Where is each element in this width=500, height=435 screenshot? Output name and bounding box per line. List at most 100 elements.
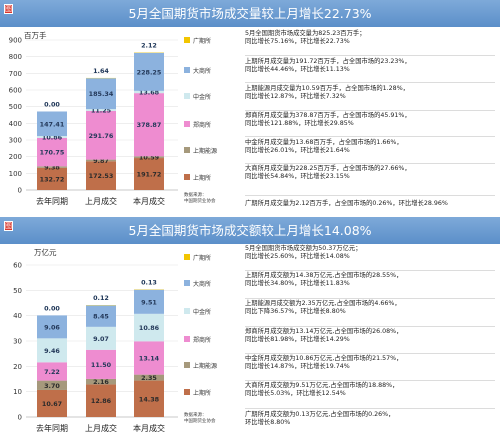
volume-source: 数据来源： 中国期货业协会 bbox=[184, 193, 216, 204]
turnover-desc-czce: 郑商所月成交额为13.14万亿元,占全国市场的26.08%， 同比增长81.98… bbox=[245, 328, 403, 343]
data-label: 10.86 bbox=[42, 133, 63, 141]
bar-segment bbox=[86, 110, 116, 160]
volume-title-bar: 图 5月全国期货市场成交量较上月增长22.73% bbox=[0, 0, 500, 27]
data-label: 9.51 bbox=[141, 298, 157, 306]
turnover-title: 5月全国期货市场成交额较上月增长14.08% bbox=[128, 223, 372, 238]
bar-segment bbox=[37, 380, 67, 390]
bar-segment bbox=[134, 341, 164, 375]
data-label: 0.13 bbox=[141, 278, 157, 286]
data-label: 132.72 bbox=[40, 175, 65, 183]
data-label: 12.86 bbox=[91, 397, 112, 405]
volume-unit-label: 百万手 bbox=[24, 31, 47, 40]
turnover-desc-total: 5月全国期货市场成交额为50.37万亿元； 同比增长25.60%，环比增长14.… bbox=[245, 245, 362, 260]
divider bbox=[245, 55, 495, 56]
bar-segment bbox=[134, 93, 164, 157]
bar-segment bbox=[134, 289, 164, 314]
bar-segment bbox=[86, 78, 116, 110]
data-label: 2.12 bbox=[141, 41, 157, 49]
y-tick-label: 30 bbox=[13, 338, 22, 346]
bar-segment bbox=[37, 167, 67, 190]
legend-item-cffex: 中金所 bbox=[184, 305, 211, 317]
divider bbox=[245, 298, 495, 299]
turnover-legend: 广期所 大商所 中金所 郑商所 上期能源 上期所 bbox=[184, 245, 246, 415]
y-tick-label: 600 bbox=[9, 87, 22, 95]
bar-segment bbox=[37, 136, 67, 138]
x-tick-label: 本月成交 bbox=[133, 423, 165, 433]
turnover-descriptions: 5月全国期货市场成交额为50.37万亿元； 同比增长25.60%，环比增长14.… bbox=[245, 245, 497, 433]
y-tick-label: 200 bbox=[9, 153, 22, 161]
divider bbox=[245, 353, 495, 354]
volume-desc-gfex: 广期所月成交量为2.12百万手，占全国市场的0.26%，环比增长28.96% bbox=[245, 200, 448, 207]
bar-segment bbox=[134, 313, 164, 342]
turnover-chart: 0 10 20 30 40 50 60 去年同期 上月成交 本月成交 10.67 3.70 7.22 9.… bbox=[13, 262, 178, 433]
bar-segment bbox=[37, 166, 67, 168]
turnover-unit-label: 万亿元 bbox=[34, 248, 57, 257]
data-label: 8.45 bbox=[93, 313, 109, 321]
y-tick-label: 50 bbox=[13, 287, 22, 295]
bar-segment bbox=[37, 315, 67, 339]
data-label: 9.07 bbox=[93, 335, 109, 343]
turnover-desc-dce: 大商所月成交额为9.51万亿元,占全国市场的18.88%， 同比增长5.03%，… bbox=[245, 382, 399, 397]
y-tick-label: 40 bbox=[13, 312, 22, 320]
volume-desc-shfe: 上期所月成交量为191.72百万手，占全国市场的23.23%， 同比增长44.4… bbox=[245, 58, 411, 73]
divider bbox=[245, 82, 495, 83]
legend-item-shfe: 上期所 bbox=[184, 386, 211, 398]
y-tick-label: 60 bbox=[13, 262, 22, 270]
legend-item-gfex: 广期所 bbox=[184, 251, 211, 263]
y-tick-label: 700 bbox=[9, 70, 22, 78]
bar-segment bbox=[86, 384, 116, 417]
data-label: 1.64 bbox=[93, 67, 109, 75]
legend-item-ine: 上期能源 bbox=[184, 359, 217, 371]
data-label: 9.06 bbox=[44, 323, 60, 331]
volume-desc-total: 5月全国期货市场成交量为825.23百万手； 同比增长75.16%，环比增长22… bbox=[245, 30, 366, 45]
data-label: 191.72 bbox=[137, 171, 162, 179]
data-label: 11.50 bbox=[91, 361, 112, 369]
data-label: 13.14 bbox=[139, 354, 160, 362]
divider bbox=[245, 270, 495, 271]
bar-segment bbox=[86, 378, 116, 385]
data-label: 172.53 bbox=[89, 172, 114, 180]
legend-item-dce: 大商所 bbox=[184, 277, 211, 289]
data-label: 185.34 bbox=[89, 90, 114, 98]
data-label: 10.86 bbox=[139, 324, 160, 332]
volume-title: 5月全国期货市场成交量较上月增长22.73% bbox=[128, 6, 372, 21]
turnover-panel: 图 5月全国期货市场成交额较上月增长14.08% 万亿元 0 10 20 30 40 50… bbox=[0, 217, 500, 435]
divider bbox=[245, 326, 495, 327]
y-tick-label: 500 bbox=[9, 103, 22, 111]
volume-panel: 图 5月全国期货市场成交量较上月增长22.73% 百万手 0 100 200 300 4… bbox=[0, 0, 500, 214]
bar-segment bbox=[86, 161, 116, 190]
data-label: 147.41 bbox=[40, 120, 65, 128]
data-label: 7.22 bbox=[44, 368, 60, 376]
data-label: 378.87 bbox=[137, 121, 162, 129]
volume-legend: 广期所 大商所 中金所 郑商所 上期能源 上期所 bbox=[184, 28, 246, 198]
data-label: 9.38 bbox=[44, 164, 60, 172]
data-label: 2.35 bbox=[141, 374, 157, 382]
data-label: 9.46 bbox=[44, 347, 60, 355]
data-label: 170.75 bbox=[40, 149, 65, 157]
bar-segment bbox=[134, 158, 164, 190]
legend-item-ine: 上期能源 bbox=[184, 144, 217, 156]
bar-segment bbox=[134, 374, 164, 381]
x-tick-label: 去年同期 bbox=[36, 423, 68, 433]
volume-chart: 0 100 200 300 400 500 600 700 800 900 去年同期 上月成交 本月成交… bbox=[9, 37, 178, 206]
x-tick-label: 上月成交 bbox=[85, 196, 117, 206]
data-label: 11.25 bbox=[91, 107, 111, 115]
data-label: 2.16 bbox=[93, 378, 109, 386]
volume-desc-dce: 大商所月成交量为228.25百万手，占全国市场的27.66%， 同比增长54.8… bbox=[245, 165, 411, 180]
data-label: 228.25 bbox=[137, 68, 162, 76]
legend-item-czce: 郑商所 bbox=[184, 118, 211, 130]
bar-segment bbox=[134, 380, 164, 417]
bar-segment bbox=[134, 90, 164, 94]
y-tick-label: 0 bbox=[18, 414, 22, 422]
data-label: 10.67 bbox=[42, 400, 62, 408]
figure-tag-icon: 图 bbox=[4, 221, 13, 231]
data-label: 10.59 bbox=[139, 154, 160, 162]
y-tick-label: 300 bbox=[9, 137, 22, 145]
y-tick-label: 400 bbox=[9, 120, 22, 128]
x-tick-label: 去年同期 bbox=[36, 196, 68, 206]
y-tick-label: 10 bbox=[13, 388, 22, 396]
y-tick-label: 20 bbox=[13, 363, 22, 371]
turnover-desc-shfe: 上期所月成交额为14.38万亿元,占全国市场的28.55%， 同比增长34.80… bbox=[245, 272, 403, 287]
legend-item-dce: 大商所 bbox=[184, 64, 211, 76]
data-label: 291.76 bbox=[89, 132, 114, 140]
